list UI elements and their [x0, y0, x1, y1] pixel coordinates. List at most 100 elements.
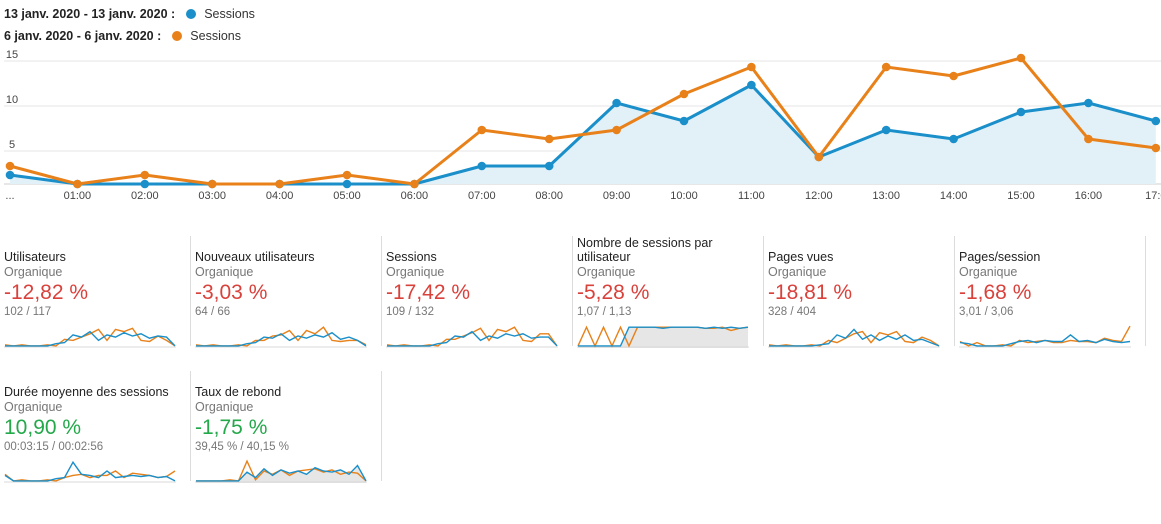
- sparkline-previous: [195, 326, 367, 347]
- series-point-1: [949, 71, 958, 81]
- series-point-0: [477, 161, 487, 171]
- metric-sparkline: [959, 325, 1131, 348]
- metric-sparkline: [195, 459, 367, 483]
- metric-change: -3,03 %: [195, 281, 268, 304]
- series-point-0: [544, 161, 554, 171]
- metric-title: Utilisateurs: [4, 250, 66, 264]
- x-tick-label: 04:00: [266, 190, 294, 202]
- metric-change: -17,42 %: [386, 281, 471, 304]
- metric-card-pages-session[interactable]: Pages/session Organique -1,68 % 3,01 / 3…: [955, 236, 1146, 348]
- sparkline-current: [4, 460, 176, 482]
- series-point-0: [5, 170, 15, 180]
- x-tick-label: 13:00: [872, 190, 900, 202]
- series-point-1: [477, 125, 487, 135]
- series-point-0: [949, 134, 958, 144]
- series-point-1: [612, 125, 621, 135]
- metric-values: 102 / 117: [4, 306, 52, 318]
- legend-dot-current: [186, 9, 197, 19]
- metric-title: Durée moyenne des sessions: [4, 385, 169, 399]
- sparkline-current: [959, 334, 1131, 347]
- series-point-0: [747, 80, 756, 90]
- legend-label-current: Sessions: [204, 7, 255, 21]
- metric-values: 1,07 / 1,13: [577, 306, 632, 318]
- metric-sparkline: [577, 325, 749, 348]
- sparkline-current: [196, 464, 367, 482]
- legend-range-previous: 6 janv. 2020 - 6 janv. 2020 :: [4, 29, 162, 43]
- series-point-1: [747, 62, 756, 72]
- x-tick-label: 17:0: [1145, 190, 1161, 202]
- x-tick-label: 11:00: [738, 190, 765, 202]
- x-tick-label: 10:00: [670, 190, 698, 202]
- metric-card-pages-vues[interactable]: Pages vues Organique -18,81 % 328 / 404: [764, 236, 955, 348]
- metric-sparkline: [195, 326, 367, 348]
- metric-sparkline: [4, 460, 176, 483]
- x-tick-label: 15:00: [1007, 190, 1035, 202]
- x-tick-label: 16:00: [1075, 190, 1103, 202]
- metric-card-duree-moyenne-sessions[interactable]: Durée moyenne des sessions Organique 10,…: [0, 371, 191, 483]
- chart-legend: 13 janv. 2020 - 13 janv. 2020 : Sessions…: [4, 3, 255, 47]
- metric-segment: Organique: [195, 400, 254, 414]
- metric-sparkline: [768, 328, 940, 348]
- series-line-1: [9, 56, 1156, 186]
- sparkline-previous: [959, 325, 1131, 347]
- metric-card-sessions[interactable]: Sessions Organique -17,42 % 109 / 132: [382, 236, 573, 348]
- series-point-1: [275, 179, 284, 189]
- sparkline-current: [196, 331, 367, 347]
- sessions-line-chart[interactable]: 15 10 5... 01:00 02:00 03:00 04:00 05:00 06:00 07…: [0, 48, 1161, 208]
- legend-dot-previous: [172, 31, 183, 41]
- x-tick-label: 08:00: [535, 190, 563, 202]
- series-point-1: [881, 62, 891, 72]
- metric-card-taux-de-rebond[interactable]: Taux de rebond Organique -1,75 % 39,45 %…: [191, 371, 382, 483]
- metric-change: -18,81 %: [768, 281, 853, 304]
- series-point-1: [814, 152, 824, 162]
- series-point-0: [612, 98, 621, 108]
- metric-segment: Organique: [4, 265, 63, 279]
- sparkline-previous: [768, 330, 940, 347]
- series-point-1: [1016, 53, 1026, 63]
- metric-change: -1,75 %: [195, 416, 268, 439]
- series-point-0: [1016, 107, 1026, 117]
- series-point-1: [73, 179, 82, 189]
- x-tick-label: 02:00: [131, 190, 159, 202]
- series-point-0: [342, 179, 352, 189]
- metric-segment: Organique: [768, 265, 827, 279]
- metric-card-sessions-par-utilisateur[interactable]: Nombre de sessions par utilisateur Organ…: [573, 236, 764, 348]
- series-point-0: [679, 116, 689, 126]
- y-tick-label: 15: [6, 49, 18, 61]
- x-tick-label: 07:00: [468, 190, 496, 202]
- metric-values: 39,45 % / 40,15 %: [195, 441, 289, 453]
- metric-segment: Organique: [959, 265, 1018, 279]
- series-point-1: [342, 170, 352, 180]
- metric-change: -1,68 %: [959, 281, 1032, 304]
- metric-card-utilisateurs[interactable]: Utilisateurs Organique -12,82 % 102 / 11…: [0, 236, 191, 348]
- metric-change: 10,90 %: [4, 416, 82, 439]
- metric-segment: Organique: [386, 265, 445, 279]
- metric-change: -12,82 %: [4, 281, 89, 304]
- metric-values: 328 / 404: [768, 306, 816, 318]
- x-tick-label: 05:00: [333, 190, 361, 202]
- metric-title: Pages/session: [959, 250, 1041, 264]
- series-point-1: [140, 170, 150, 180]
- metric-values: 109 / 132: [386, 306, 434, 318]
- metric-sparkline: [4, 327, 176, 348]
- x-tick-label: 14:00: [940, 190, 968, 202]
- sparkline-current: [5, 330, 176, 347]
- x-tick-label: 12:00: [805, 190, 833, 202]
- legend-range-current: 13 janv. 2020 - 13 janv. 2020 :: [4, 7, 176, 21]
- x-tick-label: 09:00: [603, 190, 631, 202]
- sparkline-current: [769, 328, 940, 347]
- series-point-1: [207, 179, 217, 189]
- sparkline-area: [196, 465, 366, 483]
- metric-title: Nombre de sessions par utilisateur: [577, 236, 713, 264]
- sparkline-current: [578, 326, 749, 347]
- metric-values: 3,01 / 3,06: [959, 306, 1014, 318]
- legend-row-previous[interactable]: 6 janv. 2020 - 6 janv. 2020 : Sessions: [4, 25, 255, 47]
- metric-title: Nouveaux utilisateurs: [195, 250, 315, 264]
- legend-row-current[interactable]: 13 janv. 2020 - 13 janv. 2020 : Sessions: [4, 3, 255, 25]
- sparkline-area: [578, 327, 748, 348]
- metric-segment: Organique: [577, 265, 636, 279]
- metric-change: -5,28 %: [577, 281, 650, 304]
- series-point-0: [881, 125, 891, 135]
- metric-card-nouveaux-utilisateurs[interactable]: Nouveaux utilisateurs Organique -3,03 % …: [191, 236, 382, 348]
- sparkline-current: [387, 330, 558, 347]
